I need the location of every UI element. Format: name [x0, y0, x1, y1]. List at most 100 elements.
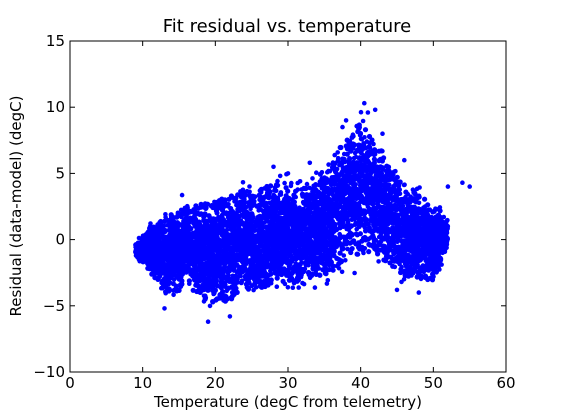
data-point	[371, 156, 377, 162]
data-point	[341, 191, 347, 197]
data-point	[335, 215, 341, 221]
data-point	[257, 206, 263, 212]
data-point	[240, 180, 246, 185]
data-point	[403, 189, 409, 195]
data-point	[282, 180, 287, 186]
data-point	[386, 241, 392, 247]
data-point	[261, 245, 267, 250]
data-point	[269, 207, 275, 213]
data-point	[238, 280, 244, 286]
data-point	[437, 208, 443, 214]
data-point	[231, 265, 237, 271]
data-point	[362, 135, 367, 140]
data-point	[337, 203, 343, 209]
data-point	[165, 269, 171, 275]
data-point	[389, 235, 395, 241]
data-point	[226, 278, 233, 284]
data-point	[286, 263, 292, 269]
data-point	[247, 184, 252, 189]
data-point	[376, 240, 382, 246]
data-point	[364, 168, 370, 174]
data-point	[206, 213, 212, 219]
data-point	[171, 292, 176, 298]
data-point	[371, 141, 376, 147]
chart-title: Fit residual vs. temperature	[163, 16, 411, 37]
data-point	[356, 223, 362, 230]
data-point	[359, 238, 365, 244]
data-point	[179, 192, 185, 198]
data-point	[445, 237, 451, 242]
data-point	[297, 205, 302, 210]
data-point	[339, 199, 344, 205]
data-point	[338, 196, 344, 202]
data-point	[207, 237, 212, 242]
data-point	[227, 238, 233, 244]
data-point	[163, 212, 168, 217]
points-layer	[133, 100, 473, 325]
data-point	[136, 235, 142, 241]
data-point	[335, 158, 341, 164]
data-point	[295, 180, 301, 186]
data-point	[411, 247, 417, 253]
data-point	[354, 251, 360, 257]
data-point	[167, 252, 174, 258]
data-point	[293, 188, 299, 194]
data-point	[166, 227, 172, 233]
data-point	[351, 187, 357, 193]
data-point	[290, 285, 296, 291]
data-point	[135, 246, 141, 251]
data-point	[354, 232, 360, 238]
data-point	[371, 168, 377, 174]
data-point	[200, 277, 205, 282]
data-point	[304, 181, 310, 187]
data-point	[327, 231, 333, 237]
data-point	[289, 197, 295, 203]
data-point	[444, 245, 449, 251]
data-point	[233, 273, 239, 279]
data-point	[325, 278, 331, 283]
data-point	[199, 253, 205, 259]
data-point	[444, 218, 450, 224]
data-point	[425, 202, 431, 208]
data-point	[330, 263, 336, 269]
data-point	[324, 216, 330, 222]
data-point	[347, 194, 353, 200]
data-point	[359, 187, 365, 193]
data-point	[360, 118, 366, 124]
data-point	[403, 245, 409, 251]
data-point	[221, 251, 227, 257]
data-point	[402, 241, 408, 247]
data-point	[398, 269, 404, 276]
data-point	[226, 247, 231, 252]
data-point	[284, 257, 289, 263]
data-point	[274, 284, 280, 290]
data-point	[251, 240, 258, 246]
data-point	[379, 236, 384, 241]
data-point	[346, 199, 352, 205]
data-point	[358, 109, 364, 115]
data-point	[311, 210, 317, 216]
data-point	[332, 152, 338, 158]
data-point	[421, 252, 427, 259]
data-point	[317, 182, 323, 188]
data-point	[442, 240, 448, 246]
data-point	[310, 176, 315, 181]
data-point	[136, 256, 142, 262]
data-point	[339, 160, 345, 167]
data-point	[407, 245, 413, 251]
data-point	[335, 150, 341, 155]
data-point	[310, 217, 316, 224]
data-point	[301, 281, 307, 287]
data-point	[326, 162, 331, 167]
data-point	[207, 303, 213, 309]
data-point	[417, 252, 423, 257]
data-point	[295, 242, 301, 248]
data-point	[269, 220, 275, 226]
data-point	[345, 246, 350, 252]
data-point	[343, 223, 349, 228]
data-point	[397, 261, 402, 267]
data-point	[170, 237, 175, 243]
data-point	[277, 173, 283, 179]
data-point	[337, 225, 343, 231]
